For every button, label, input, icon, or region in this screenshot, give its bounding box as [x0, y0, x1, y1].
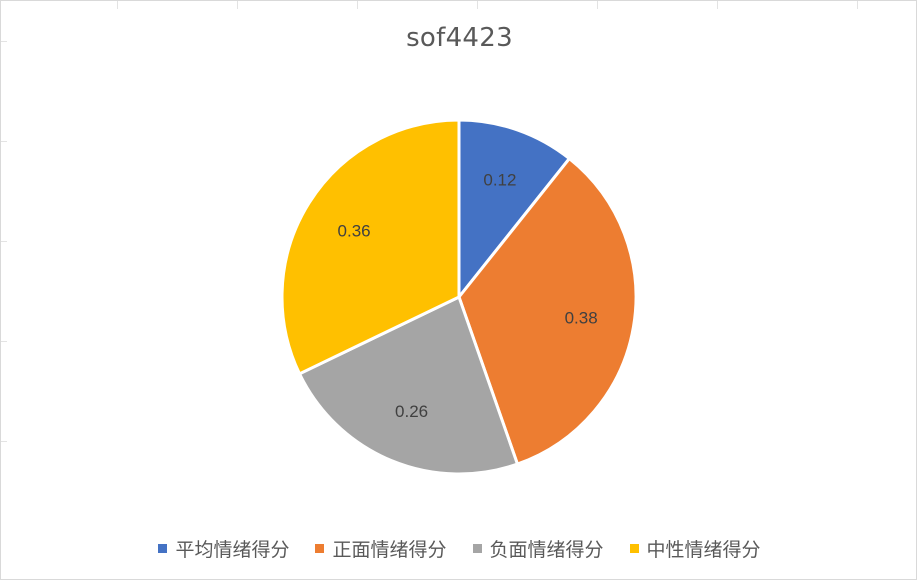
legend-label: 中性情绪得分: [646, 539, 761, 561]
sheet-gridline: [1, 141, 7, 142]
pie-slice[interactable]: [457, 118, 571, 299]
sheet-gridline: [477, 1, 478, 9]
legend-item[interactable]: 正面情绪得分: [315, 535, 447, 562]
sheet-gridline: [237, 1, 238, 9]
chart-title: sof4423: [406, 23, 513, 53]
legend-label: 负面情绪得分: [489, 539, 604, 561]
legend-swatch: [158, 544, 168, 553]
sheet-gridline: [597, 1, 598, 9]
sheet-gridline: [857, 1, 858, 9]
sheet-gridline: [1, 41, 7, 42]
sheet-gridline: [1, 441, 7, 442]
legend-item[interactable]: 负面情绪得分: [472, 535, 604, 562]
legend-swatch: [315, 544, 325, 553]
legend-label: 平均情绪得分: [175, 539, 290, 561]
pie-slice[interactable]: [298, 295, 519, 476]
sheet-gridline: [1, 241, 7, 242]
data-label: 0.26: [395, 402, 428, 421]
data-label: 0.38: [565, 308, 598, 327]
pie-slice[interactable]: [280, 118, 461, 376]
sheet-gridline: [357, 1, 358, 9]
pie-data-labels: 0.12 0.38 0.26 0.36: [338, 171, 598, 421]
legend-swatch: [629, 544, 639, 553]
legend-label: 正面情绪得分: [332, 539, 447, 561]
sheet-gridline: [117, 1, 118, 9]
pie-slices: [280, 118, 638, 476]
data-label: 0.36: [338, 222, 371, 241]
sheet-gridline: [717, 1, 718, 9]
sheet-gridline: [1, 341, 7, 342]
legend-item[interactable]: 平均情绪得分: [158, 535, 289, 562]
pie-slice[interactable]: [457, 157, 638, 466]
legend-swatch: [472, 544, 482, 553]
legend-item[interactable]: 中性情绪得分: [629, 535, 761, 562]
data-label: 0.12: [483, 171, 516, 190]
legend: 平均情绪得分 正面情绪得分 负面情绪得分 中性情绪得分: [1, 535, 916, 562]
